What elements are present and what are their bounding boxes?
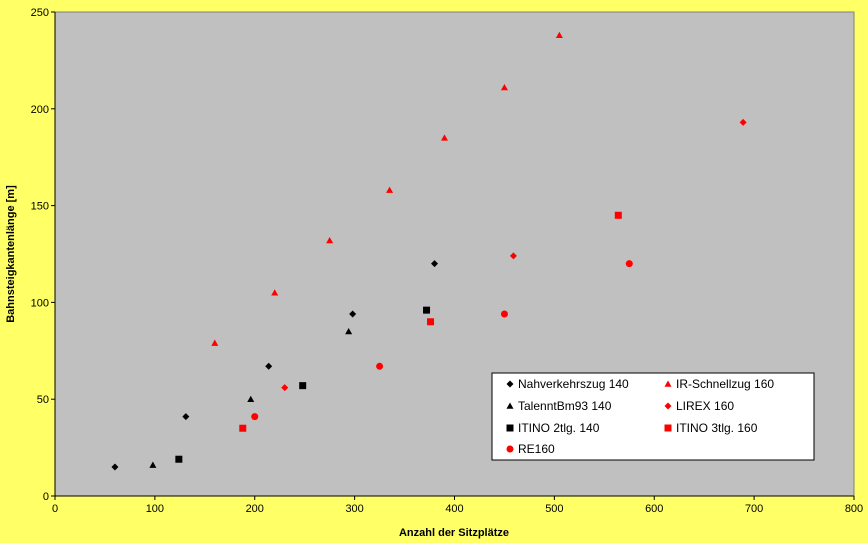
legend-marker-lirex-160 bbox=[664, 402, 672, 410]
data-point-nahverkehrszug-140 bbox=[182, 413, 190, 421]
x-tick-label: 700 bbox=[745, 503, 763, 515]
data-point-lirex-160 bbox=[509, 252, 517, 260]
legend-box bbox=[491, 372, 815, 461]
data-point-ir-schnellzug-160 bbox=[555, 31, 563, 39]
legend-marker-nahverkehrszug-140 bbox=[506, 380, 514, 388]
x-tick-label: 0 bbox=[52, 503, 58, 515]
y-tick-label: 50 bbox=[37, 394, 49, 406]
data-point-nahverkehrszug-140 bbox=[431, 260, 439, 268]
data-point-talenntbm93-140 bbox=[345, 327, 353, 335]
data-point-ir-schnellzug-160 bbox=[271, 289, 279, 296]
y-tick-label: 250 bbox=[31, 7, 49, 19]
legend-label-itino-2tlg-140: ITINO 2tlg. 140 bbox=[518, 421, 600, 435]
legend-label-nahverkehrszug-140: Nahverkehrszug 140 bbox=[518, 377, 629, 391]
legend-label-talenntbm93-140: TalenntBm93 140 bbox=[518, 399, 612, 413]
legend-items: Nahverkehrszug 140 IR-Schnellzug 160 Talen… bbox=[506, 377, 774, 456]
data-point-ir-schnellzug-160 bbox=[386, 186, 394, 193]
data-point-nahverkehrszug-140 bbox=[265, 362, 273, 370]
x-tick-label: 300 bbox=[345, 503, 363, 515]
data-point-talenntbm93-140 bbox=[247, 395, 255, 402]
y-tick-label: 150 bbox=[31, 201, 49, 213]
x-tick-label: 200 bbox=[246, 503, 264, 515]
legend-label-re160: RE160 bbox=[518, 442, 555, 456]
data-point-lirex-160 bbox=[739, 118, 747, 126]
legend-marker-itino-2tlg-140 bbox=[506, 424, 514, 432]
data-point-re160 bbox=[251, 413, 259, 421]
legend-marker-itino-3tlg-160 bbox=[664, 424, 672, 432]
legend-label-lirex-160: LIREX 160 bbox=[676, 399, 734, 413]
data-markers bbox=[111, 31, 747, 471]
data-point-itino-2tlg-140 bbox=[299, 382, 307, 390]
x-tick-label: 600 bbox=[645, 503, 663, 515]
data-point-re160 bbox=[500, 310, 508, 318]
data-point-ir-schnellzug-160 bbox=[326, 236, 334, 244]
x-tick-label: 500 bbox=[545, 503, 563, 515]
x-tick-group: 0 100 200 300 400 500 600 700 800 bbox=[52, 496, 863, 515]
y-axis-title: Bahnsteigkantenlänge [m] bbox=[5, 185, 17, 323]
legend-marker-talenntbm93-140 bbox=[506, 402, 514, 409]
data-point-itino-3tlg-160 bbox=[239, 424, 247, 432]
y-tick-label: 0 bbox=[43, 491, 49, 503]
data-point-lirex-160 bbox=[281, 384, 289, 392]
legend-label-ir-schnellzug-160: IR-Schnellzug 160 bbox=[676, 377, 774, 391]
data-point-nahverkehrszug-140 bbox=[111, 463, 119, 471]
data-point-ir-schnellzug-160 bbox=[441, 134, 449, 141]
y-tick-group: 0 50 100 150 200 250 bbox=[31, 7, 55, 503]
legend: Nahverkehrszug 140 IR-Schnellzug 160 Talen… bbox=[491, 372, 815, 461]
data-point-nahverkehrszug-140 bbox=[349, 310, 357, 318]
data-point-itino-3tlg-160 bbox=[614, 211, 622, 219]
y-tick-label: 100 bbox=[31, 297, 49, 309]
x-tick-label: 400 bbox=[445, 503, 463, 515]
data-point-ir-schnellzug-160 bbox=[500, 84, 508, 91]
data-point-re160 bbox=[625, 260, 633, 268]
x-tick-label: 800 bbox=[845, 503, 863, 515]
legend-marker-re160 bbox=[506, 445, 514, 453]
data-point-itino-3tlg-160 bbox=[427, 318, 435, 326]
legend-marker-ir-schnellzug-160 bbox=[664, 380, 672, 387]
data-point-ir-schnellzug-160 bbox=[211, 339, 219, 346]
y-tick-label: 200 bbox=[31, 104, 49, 116]
data-point-re160 bbox=[376, 362, 384, 370]
data-point-itino-2tlg-140 bbox=[423, 306, 431, 314]
legend-label-itino-3tlg-160: ITINO 3tlg. 160 bbox=[676, 421, 758, 435]
x-axis-title: Anzahl der Sitzplätze bbox=[399, 527, 509, 539]
x-tick-label: 100 bbox=[146, 503, 164, 515]
data-point-itino-2tlg-140 bbox=[175, 455, 183, 463]
data-point-talenntbm93-140 bbox=[149, 461, 157, 468]
